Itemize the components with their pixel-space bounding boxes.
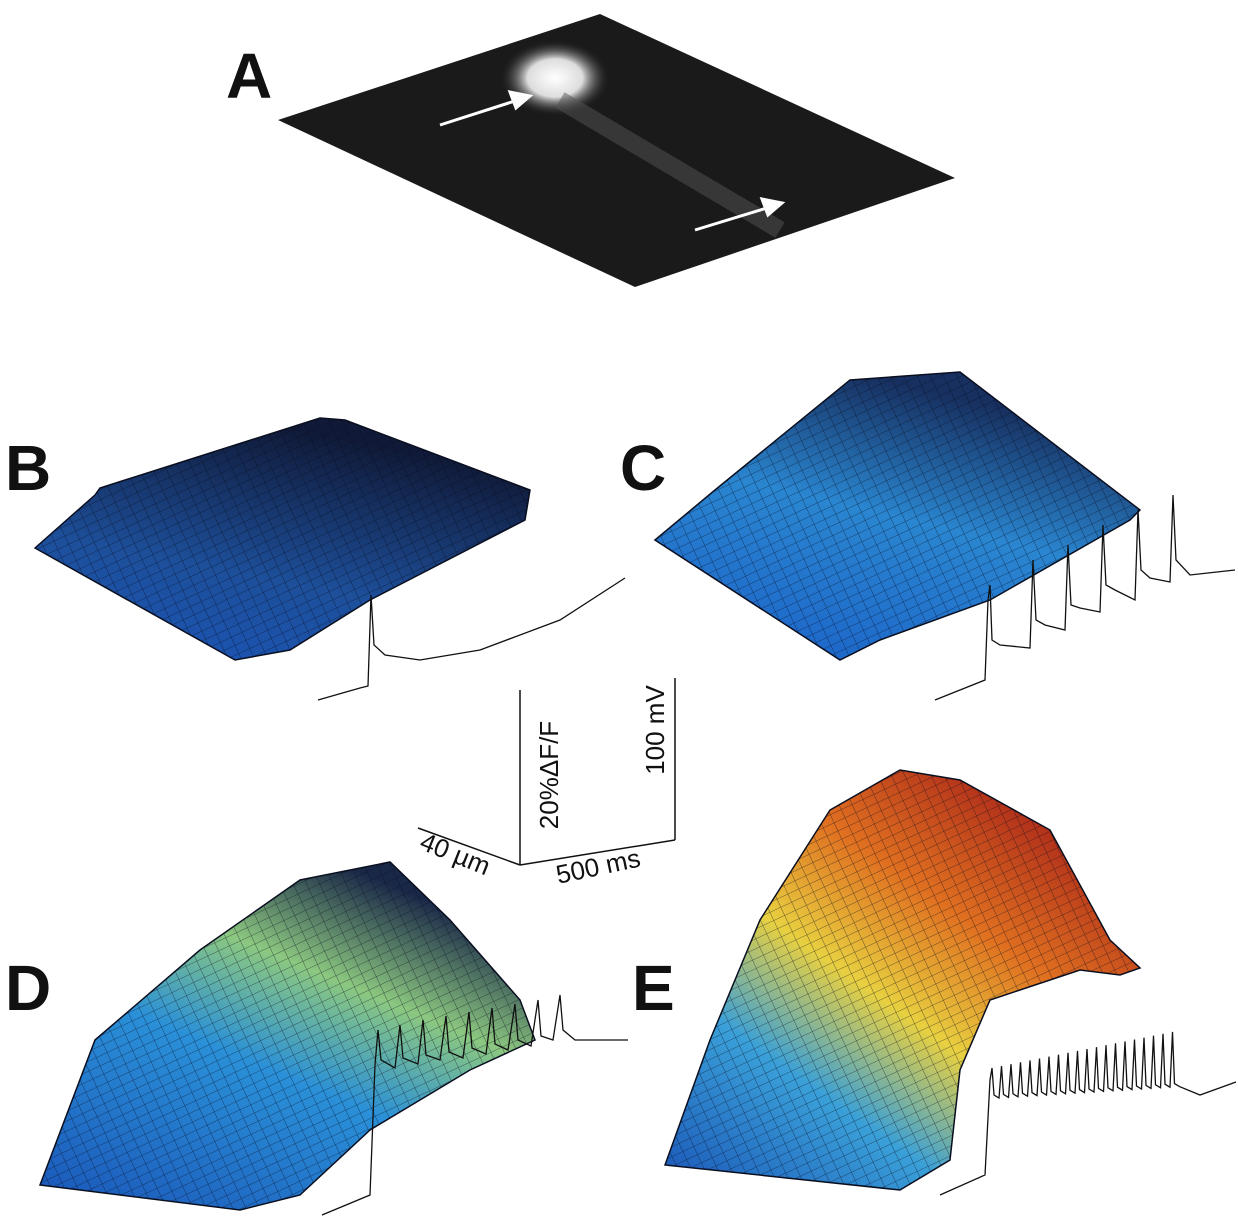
surface-c <box>655 372 1140 660</box>
figure: 20%ΔF/F 100 mV 40 µm 500 ms A B C D E <box>0 0 1238 1219</box>
panel-label: C <box>620 432 666 504</box>
scale-fluorescence: 20%ΔF/F <box>534 721 564 829</box>
panel-label: D <box>5 952 51 1024</box>
scale-distance: 40 µm <box>416 826 495 881</box>
scale-voltage: 100 mV <box>640 685 670 775</box>
panel-label: B <box>5 432 51 504</box>
scale-time: 500 ms <box>553 843 643 890</box>
trace-e <box>940 1032 1236 1195</box>
surface-b <box>35 418 530 660</box>
surface-d <box>40 862 535 1210</box>
image-a <box>278 14 955 287</box>
panel-label: E <box>632 952 675 1024</box>
panel-label: A <box>226 40 272 112</box>
surface-e <box>665 770 1140 1190</box>
